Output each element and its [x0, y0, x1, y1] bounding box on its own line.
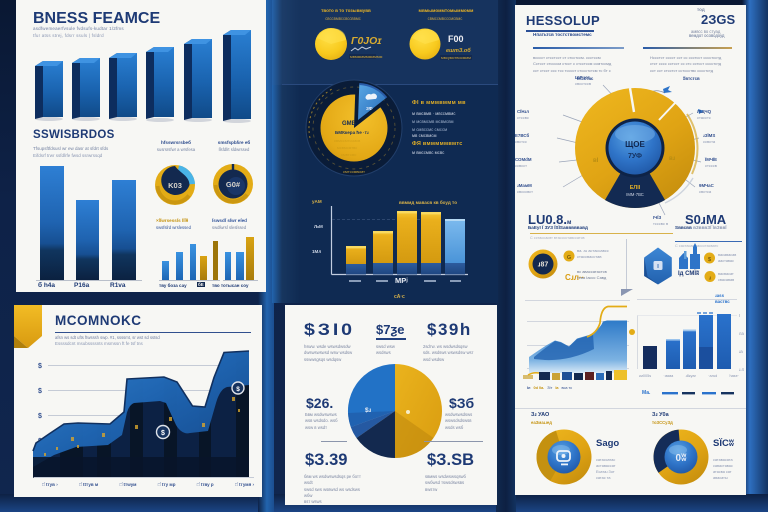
svg-text:ЩОЕ: ЩОЕ — [625, 140, 645, 149]
svg-text:вӀ: вӀ — [593, 158, 599, 164]
svg-text:$: $ — [236, 386, 240, 393]
svg-text:ɹ: ɹ — [709, 276, 711, 282]
svg-text:ештЗ.об: ештЗ.об — [446, 47, 471, 54]
svg-text:K03: K03 — [168, 181, 182, 190]
svg-text:ЕЛӀӀ: ЕЛӀӀ — [630, 185, 641, 191]
svg-text:$: $ — [38, 413, 42, 420]
svg-text:смвтсмс: смвтсмс — [341, 152, 356, 157]
svg-text:GМБ: GМБ — [342, 121, 357, 127]
svg-text:ɹ87: ɹ87 — [538, 262, 549, 269]
svg-text:$ɹ: $ɹ — [365, 407, 372, 414]
svg-text:смтссмвсмт: смтссмвсмт — [343, 169, 365, 174]
svg-text:$: $ — [38, 363, 42, 370]
svg-text:ЗФ: ЗФ — [366, 106, 373, 111]
svg-text:мсвмсмтвс: мсвмсмтвс — [337, 145, 357, 150]
svg-text:Ӏ: Ӏ — [657, 264, 659, 270]
svg-text:ла: ла — [739, 331, 744, 336]
svg-text:G0#: G0# — [226, 180, 241, 189]
svg-text:мвмммммммммм: мвмммммммммм — [350, 54, 383, 59]
svg-text:Сɹл··: Сɹл·· — [565, 273, 584, 282]
svg-text:ɹ.4: ɹ.4 — [739, 367, 745, 372]
svg-text:Г0ЈОɪ: Г0ЈОɪ — [351, 35, 382, 47]
svg-text:свмссмтссмсв: свмссмтссмсв — [334, 138, 360, 143]
svg-text:ɹа: ɹа — [739, 349, 743, 354]
svg-text:ӀММ·7ВС: ӀММ·7ВС — [626, 192, 644, 197]
svg-text:БМКкера ће ·тɹ: БМКкера ће ·тɹ — [335, 129, 369, 135]
svg-text:F00: F00 — [448, 34, 464, 44]
svg-text:$: $ — [708, 257, 711, 263]
svg-text:G: G — [567, 255, 571, 261]
svg-text:вɹ: вɹ — [669, 156, 675, 162]
svg-text:$: $ — [38, 388, 42, 395]
svg-text:7УФ: 7УФ — [628, 153, 642, 160]
svg-text:0ʬ: 0ʬ — [676, 453, 688, 464]
svg-text:$: $ — [161, 430, 165, 437]
svg-text:Ӏ: Ӏ — [739, 313, 740, 318]
svg-text:мвсумствосммм: мвсумствосммм — [441, 55, 471, 60]
